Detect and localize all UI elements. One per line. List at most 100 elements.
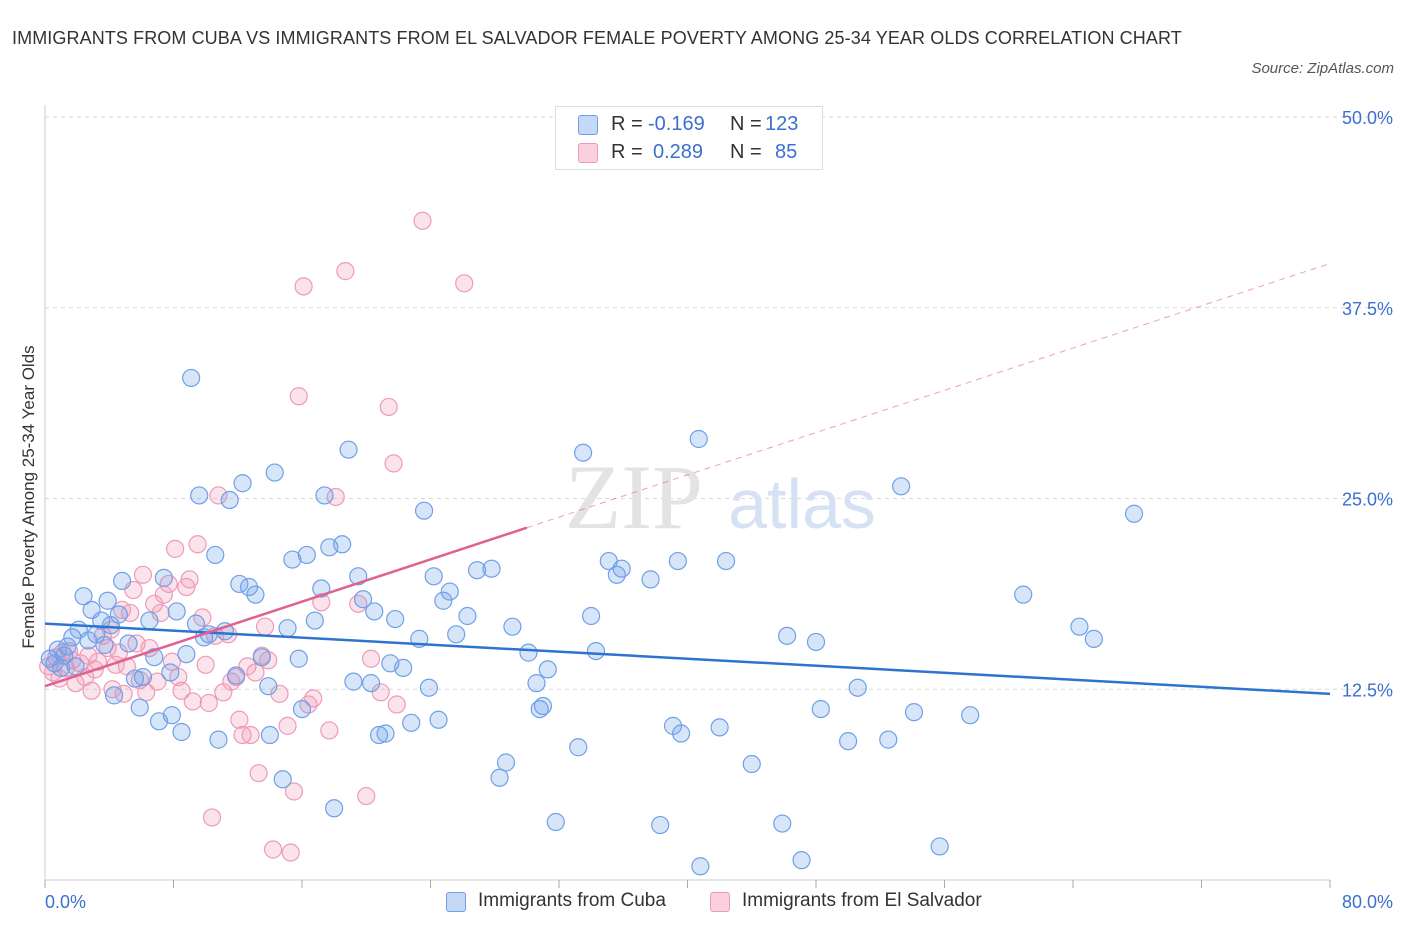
cuba-point xyxy=(133,667,153,687)
cuba-point xyxy=(283,550,302,569)
salvador-point xyxy=(336,262,355,281)
cuba-point xyxy=(162,706,181,725)
cuba-point xyxy=(333,535,352,554)
cuba-point xyxy=(961,706,980,725)
cuba-point xyxy=(773,814,792,833)
cuba-point xyxy=(252,648,271,667)
cuba-point xyxy=(530,699,549,719)
cuba-point xyxy=(582,606,601,626)
cuba-point xyxy=(496,753,516,772)
trend-line-solid xyxy=(44,526,528,688)
legend-r-value: 0.289 xyxy=(653,141,704,163)
cuba-point xyxy=(74,587,93,606)
axes xyxy=(44,105,1331,888)
cuba-points xyxy=(40,368,1144,876)
cuba-point xyxy=(904,703,924,722)
salvador-point xyxy=(384,454,403,473)
cuba-point xyxy=(447,625,466,644)
cuba-point xyxy=(177,645,196,664)
watermark: ZIP atlas xyxy=(565,446,876,548)
cuba-point xyxy=(777,626,797,645)
salvador-point xyxy=(284,782,304,801)
cuba-point xyxy=(573,443,593,462)
salvador-point xyxy=(183,692,202,711)
salvador-point xyxy=(357,786,376,806)
cuba-point xyxy=(586,641,606,661)
cuba-point xyxy=(839,732,858,751)
cuba-point xyxy=(209,730,228,749)
cuba-point xyxy=(273,770,292,789)
cuba-point xyxy=(434,591,453,610)
salvador-point xyxy=(180,570,199,589)
cuba-point xyxy=(339,440,358,459)
salvador-point xyxy=(371,683,390,702)
salvador-point xyxy=(133,565,153,584)
cuba-point xyxy=(879,730,898,749)
salvador-point xyxy=(148,672,167,691)
cuba-point xyxy=(538,660,557,679)
salvador-point xyxy=(166,539,185,558)
salvador-point xyxy=(196,655,215,674)
salvador-point xyxy=(230,710,249,729)
cuba-point xyxy=(182,368,201,388)
cuba-point xyxy=(297,545,316,565)
trend-line-dashed xyxy=(526,263,1331,529)
cuba-point xyxy=(402,713,421,732)
cuba-point xyxy=(265,463,284,482)
cuba-point xyxy=(607,565,626,584)
cuba-point xyxy=(424,567,443,586)
cuba-point xyxy=(305,611,324,630)
cuba-point xyxy=(246,585,265,604)
cuba-point xyxy=(710,718,729,737)
y-tick-label: 12.5% xyxy=(1342,680,1393,700)
salvador-point xyxy=(202,808,222,827)
salvador-point xyxy=(387,695,406,714)
salvador-point xyxy=(281,843,300,862)
salvador-point xyxy=(101,620,120,639)
watermark-atlas: atlas xyxy=(728,465,876,543)
legend-n-value: 85 xyxy=(775,141,798,163)
salvador-point xyxy=(241,725,260,745)
legend-n-label: N = xyxy=(730,141,762,163)
cuba-point xyxy=(154,568,173,587)
cuba-point xyxy=(394,658,413,677)
cuba-point xyxy=(490,768,509,787)
salvador-point xyxy=(137,683,156,702)
salvador-point xyxy=(278,716,297,735)
cuba-point xyxy=(289,649,308,668)
cuba-point xyxy=(691,857,710,876)
cuba-point xyxy=(92,611,111,630)
cuba-point xyxy=(344,672,363,691)
cuba-point xyxy=(119,634,138,653)
salvador-point xyxy=(455,274,474,293)
cuba-point xyxy=(95,635,114,655)
salvador-point xyxy=(379,397,398,417)
cuba-point xyxy=(792,851,811,870)
cuba-point xyxy=(361,674,381,693)
cuba-point xyxy=(365,602,384,621)
y-tick-label: 25.0% xyxy=(1342,490,1393,510)
cuba-point xyxy=(161,663,180,682)
cuba-point xyxy=(651,815,670,835)
salvador-point xyxy=(188,535,207,554)
salvador-point xyxy=(159,574,178,594)
cuba-point xyxy=(1084,629,1103,648)
cuba-point xyxy=(58,637,77,656)
cuba-point xyxy=(259,677,278,696)
stats-legend: R = -0.169 N = 123 R = 0.289 N = 85 xyxy=(555,106,823,170)
cuba-point xyxy=(1124,504,1144,523)
cuba-point xyxy=(172,722,191,742)
y-tick-label: 50.0% xyxy=(1342,108,1393,128)
salvador-points xyxy=(39,211,474,862)
salvador-point xyxy=(320,721,339,740)
trend-lines xyxy=(44,263,1331,696)
cuba-point xyxy=(353,590,373,609)
legend-n-value: 123 xyxy=(765,113,799,135)
cuba-point xyxy=(689,429,708,449)
salvador-point xyxy=(98,638,117,658)
tick-labels: 12.5% 25.0% 37.5% 50.0% 0.0% 80.0% xyxy=(45,108,1393,912)
source-label: Source: ZipAtlas.com xyxy=(1251,60,1394,77)
cuba-point xyxy=(419,678,438,697)
cuba-point xyxy=(220,490,239,510)
